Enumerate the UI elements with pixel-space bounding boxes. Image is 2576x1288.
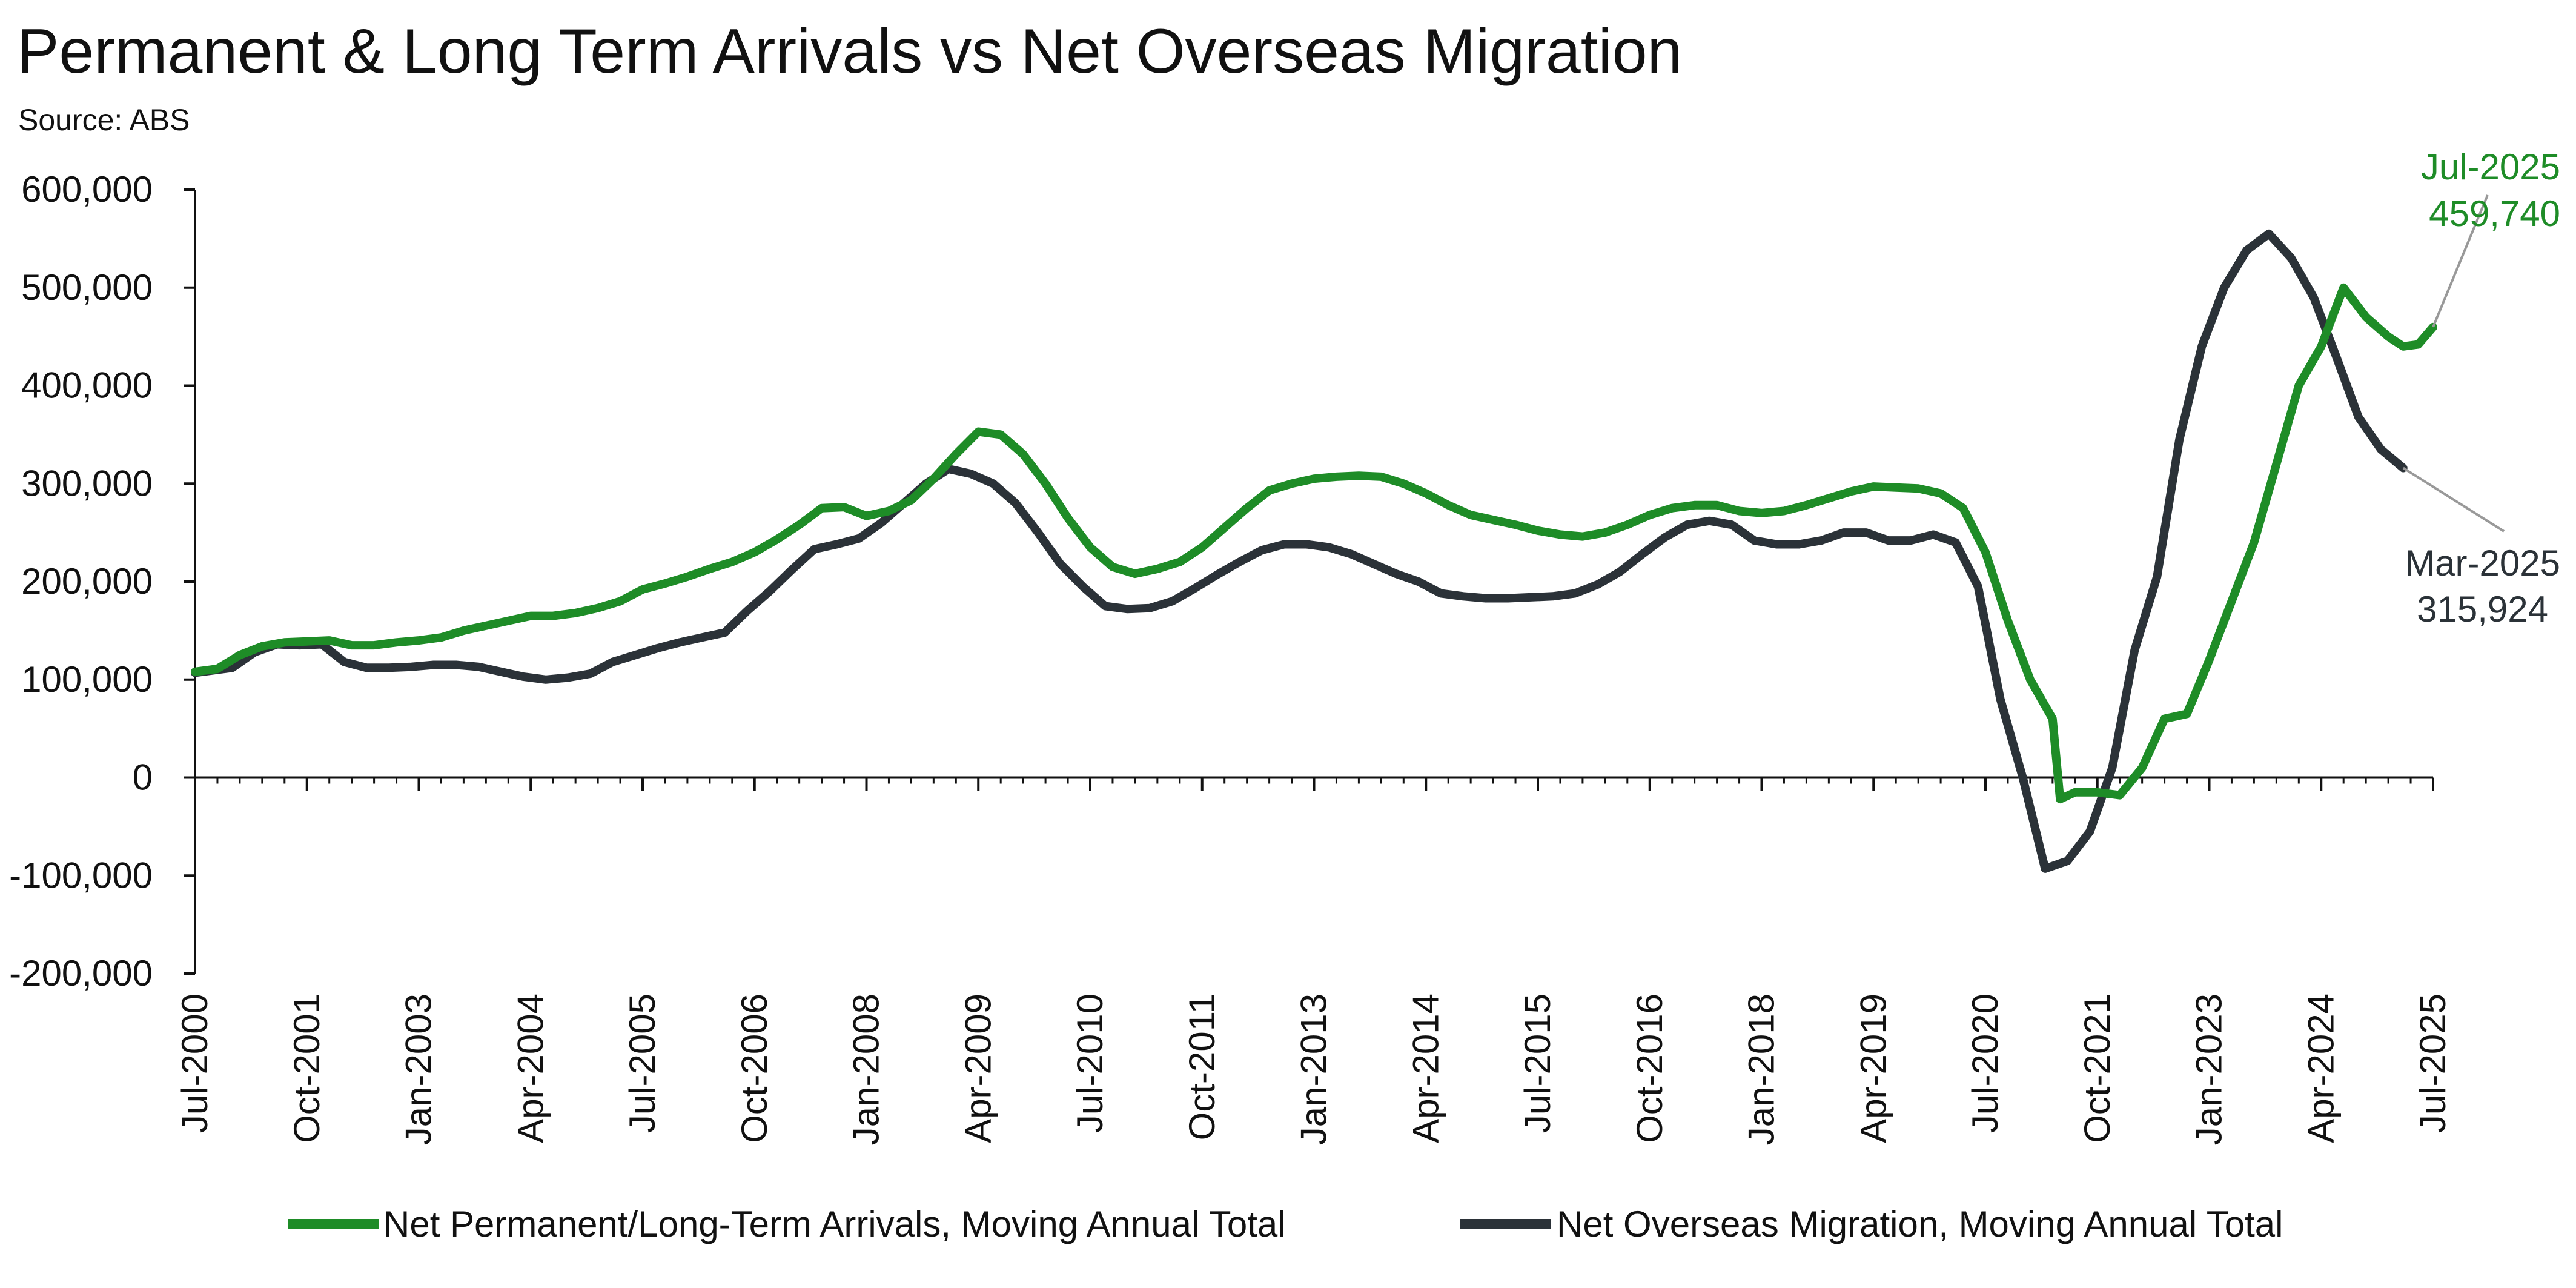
y-tick-label: 0	[133, 757, 153, 798]
callout-value-nom: 315,924	[2417, 589, 2548, 629]
x-tick-label: Jul-2010	[1070, 994, 1110, 1133]
x-tick-label: Jul-2015	[1517, 994, 1558, 1133]
x-tick-label: Oct-2021	[2077, 994, 2117, 1143]
legend: Net Permanent/Long-Term Arrivals, Moving…	[288, 1204, 2283, 1244]
callout-date-nom: Mar-2025	[2405, 543, 2560, 583]
x-tick-label: Apr-2004	[510, 994, 551, 1143]
chart-title: Permanent & Long Term Arrivals vs Net Ov…	[17, 16, 1682, 87]
y-tick-label: -200,000	[9, 953, 153, 994]
x-tick-label: Apr-2014	[1405, 994, 1446, 1143]
chart-subtitle: Source: ABS	[18, 103, 190, 137]
x-tick-label: Jul-2025	[2412, 994, 2453, 1133]
y-tick-label: 400,000	[21, 365, 153, 406]
x-tick-label: Oct-2006	[734, 994, 775, 1143]
y-tick-label: 100,000	[21, 659, 153, 700]
series-line-nom	[191, 229, 2408, 873]
y-tick-label: 600,000	[21, 169, 153, 210]
x-tick-label: Apr-2019	[1853, 994, 1893, 1143]
legend-label-arrivals: Net Permanent/Long-Term Arrivals, Moving…	[383, 1204, 1286, 1244]
x-tick-label: Jan-2008	[846, 994, 887, 1145]
y-tick-label: 200,000	[21, 561, 153, 602]
callout-value-arrivals: 459,740	[2429, 193, 2560, 234]
x-tick-label: Oct-2001	[286, 994, 327, 1143]
legend-label-nom: Net Overseas Migration, Moving Annual To…	[1557, 1204, 2283, 1244]
series-lines	[191, 229, 2437, 873]
y-tick-label: 300,000	[21, 463, 153, 503]
callout-line-arrivals	[2432, 194, 2489, 328]
x-tick-label: Jan-2013	[1294, 994, 1334, 1145]
x-tick-label: Jul-2005	[622, 994, 663, 1133]
callout-line-nom	[2402, 466, 2505, 533]
x-tick-label: Jan-2003	[399, 994, 439, 1145]
series-line-arrivals	[191, 283, 2437, 804]
y-tick-label: -100,000	[9, 855, 153, 895]
annotations: Jul-2025 459,740 Mar-2025 315,924	[2402, 147, 2560, 629]
x-tick-label: Apr-2009	[958, 994, 998, 1143]
x-axis: Jul-2000 Oct-2001 Jan-2003 Apr-2004 Jul-2005…	[174, 776, 2453, 1145]
x-tick-label: Apr-2024	[2300, 994, 2341, 1143]
y-tick-label: 500,000	[21, 267, 153, 308]
x-tick-label: Jul-2000	[174, 994, 215, 1133]
callout-date-arrivals: Jul-2025	[2421, 147, 2560, 187]
x-tick-label: Jul-2020	[1965, 994, 2005, 1133]
x-tick-label: Oct-2011	[1182, 994, 1222, 1140]
x-tick-label: Oct-2016	[1629, 994, 1670, 1143]
x-tick-label: Jan-2023	[2189, 994, 2230, 1145]
x-tick-label: Jan-2018	[1741, 994, 1782, 1145]
y-axis: 600,000 500,000 400,000 300,000 200,000 100,0…	[9, 169, 196, 994]
